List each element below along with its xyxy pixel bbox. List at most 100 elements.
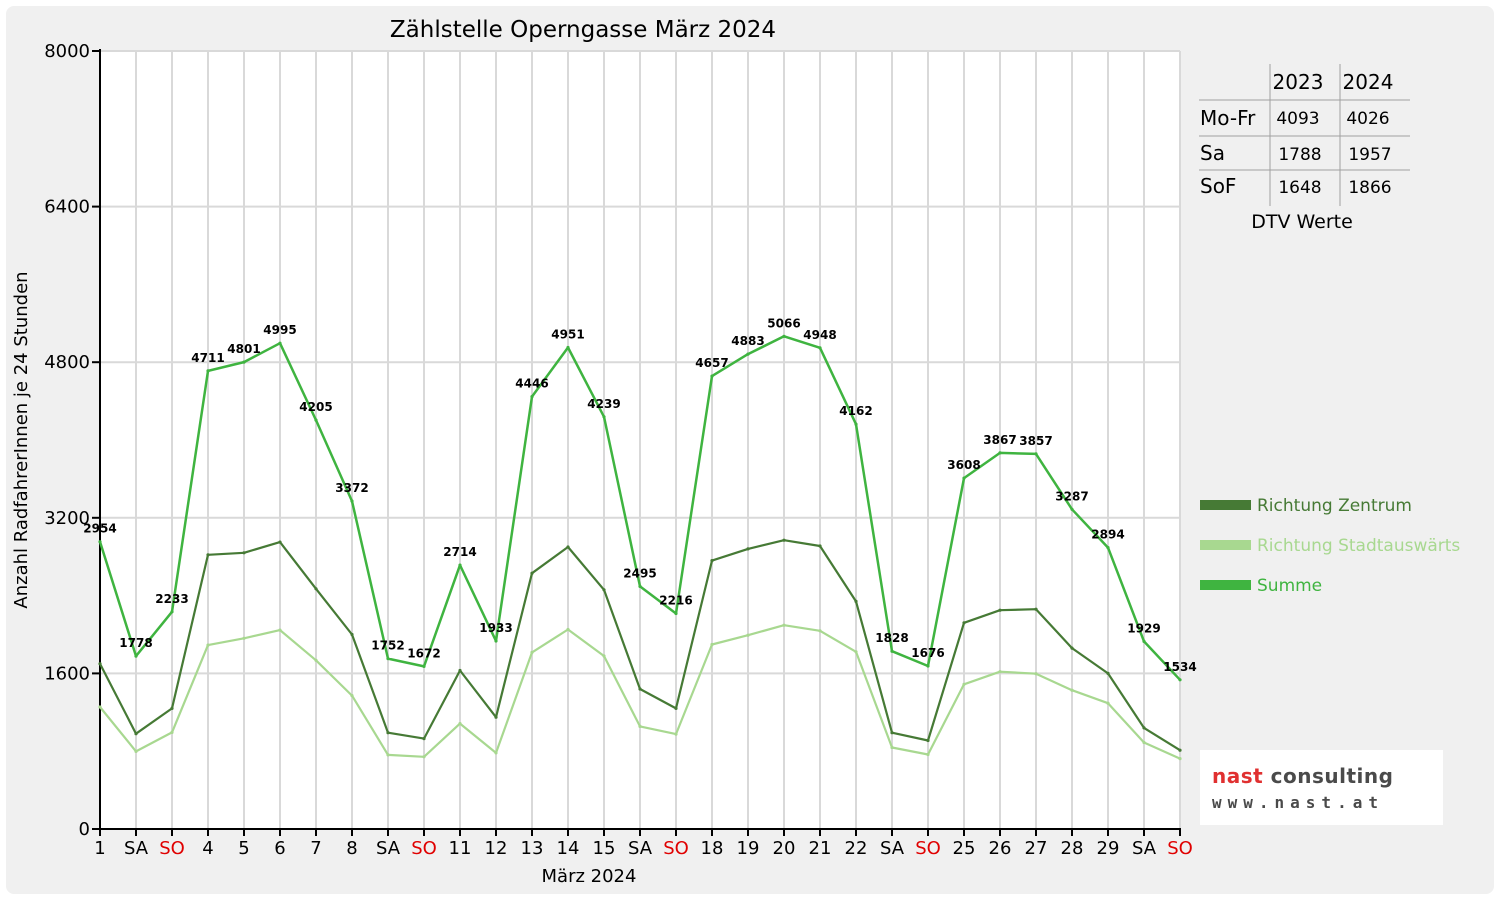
data-label: 3372: [335, 481, 368, 495]
x-tick-label: SA: [124, 838, 149, 859]
data-point: [422, 664, 426, 669]
x-tick-label: SO: [1167, 838, 1193, 859]
x-tick-label: 8: [346, 838, 357, 859]
data-label: 4883: [731, 334, 764, 348]
data-point: [242, 360, 246, 364]
dtv-row-label-sa: Sa: [1200, 141, 1225, 165]
y-ticks: 0 1600 3200 4800 6400 8000: [44, 41, 100, 840]
data-point: [242, 636, 246, 640]
data-label: 1828: [875, 631, 908, 645]
dtv-cell-mofr-2023: 4093: [1276, 109, 1319, 129]
data-point: [890, 731, 894, 735]
x-tick-label: 6: [274, 838, 285, 859]
dtv-caption: DTV Werte: [1251, 211, 1353, 233]
data-label: 3867: [983, 433, 1016, 447]
data-label: 1933: [479, 621, 512, 635]
data-label: 2495: [623, 566, 656, 580]
logo-brand-suffix: consulting: [1263, 764, 1394, 788]
y-axis-label: Anzahl RadfahrerInnen je 24 Stunden: [11, 271, 32, 608]
dtv-cell-mofr-2024: 4026: [1346, 109, 1389, 129]
x-tick-label: 22: [845, 838, 868, 859]
data-label: 3287: [1055, 489, 1088, 503]
data-point: [530, 571, 534, 575]
legend-swatch: [1200, 540, 1251, 550]
data-point: [566, 545, 570, 549]
data-point: [926, 738, 930, 743]
grid: [100, 50, 1181, 829]
data-point: [710, 642, 714, 647]
data-point: [962, 476, 966, 480]
data-point: [854, 650, 858, 654]
x-axis-label: März 2024: [542, 866, 637, 887]
data-point: [386, 753, 390, 757]
data-point: [998, 670, 1002, 674]
data-point: [1142, 726, 1146, 730]
series-lines: [98, 334, 1182, 761]
x-tick-label: SA: [628, 838, 653, 859]
data-point: [818, 629, 822, 633]
data-point: [962, 621, 966, 625]
data-label: 3608: [947, 458, 980, 472]
data-label: 1672: [407, 646, 440, 660]
data-point: [782, 538, 786, 542]
data-point: [206, 369, 210, 373]
data-point: [314, 587, 318, 591]
data-point: [1070, 688, 1074, 692]
data-label: 2233: [155, 592, 188, 606]
chart-title: Zählstelle Operngasse März 2024: [390, 17, 776, 43]
legend-label: Richtung Stadtauswärts: [1257, 536, 1460, 556]
data-point: [854, 422, 858, 426]
data-label: 1534: [1163, 660, 1196, 674]
data-point: [998, 608, 1002, 612]
data-point: [458, 668, 462, 673]
data-point: [638, 724, 642, 729]
data-label: 4951: [551, 328, 584, 342]
data-point: [638, 584, 642, 589]
x-tick-label: 25: [953, 838, 976, 859]
dtv-table: 2023 2024 Mo-Fr 4093 4026 Sa 1788 1957 S…: [1199, 64, 1410, 233]
data-label: 2894: [1091, 528, 1124, 542]
dtv-cell-sa-2024: 1957: [1348, 145, 1391, 165]
data-point: [1034, 672, 1038, 676]
y-tick-label: 1600: [44, 663, 90, 684]
data-point: [890, 745, 894, 750]
data-point: [530, 395, 534, 399]
y-tick-label: 6400: [44, 197, 90, 218]
x-tick-label: 5: [238, 838, 249, 859]
data-point: [1106, 671, 1110, 676]
data-point: [494, 639, 498, 643]
data-point: [422, 755, 426, 759]
x-tick-label: 14: [557, 838, 580, 859]
data-point: [710, 374, 714, 378]
data-point: [98, 662, 102, 666]
data-point: [566, 627, 570, 632]
data-label: 4657: [695, 356, 728, 370]
y-tick-label: 4800: [44, 352, 90, 373]
data-point: [458, 563, 462, 567]
data-point: [926, 664, 930, 668]
x-tick-label: SA: [880, 838, 905, 859]
data-point: [782, 623, 786, 627]
data-point: [674, 732, 678, 736]
x-tick-label: 15: [593, 838, 616, 859]
x-tick-label: 20: [773, 838, 796, 859]
data-point: [602, 415, 606, 419]
data-point: [314, 658, 318, 662]
data-point: [674, 706, 678, 711]
data-point: [1178, 678, 1182, 682]
data-point: [746, 633, 750, 637]
data-point: [170, 730, 174, 735]
data-point: [170, 706, 174, 711]
x-tick-label: 1: [94, 838, 105, 859]
y-tick-label: 8000: [44, 41, 90, 62]
dtv-header-2024: 2024: [1343, 70, 1394, 94]
x-tick-label: SO: [663, 838, 689, 859]
data-point: [746, 547, 750, 551]
data-point: [602, 588, 606, 592]
x-tick-label: SA: [376, 838, 401, 859]
data-label: 4205: [299, 400, 332, 414]
dtv-header-2023: 2023: [1273, 70, 1324, 94]
x-tick-label: SO: [159, 838, 185, 859]
x-tick-label: 19: [737, 838, 760, 859]
data-point: [458, 722, 462, 726]
